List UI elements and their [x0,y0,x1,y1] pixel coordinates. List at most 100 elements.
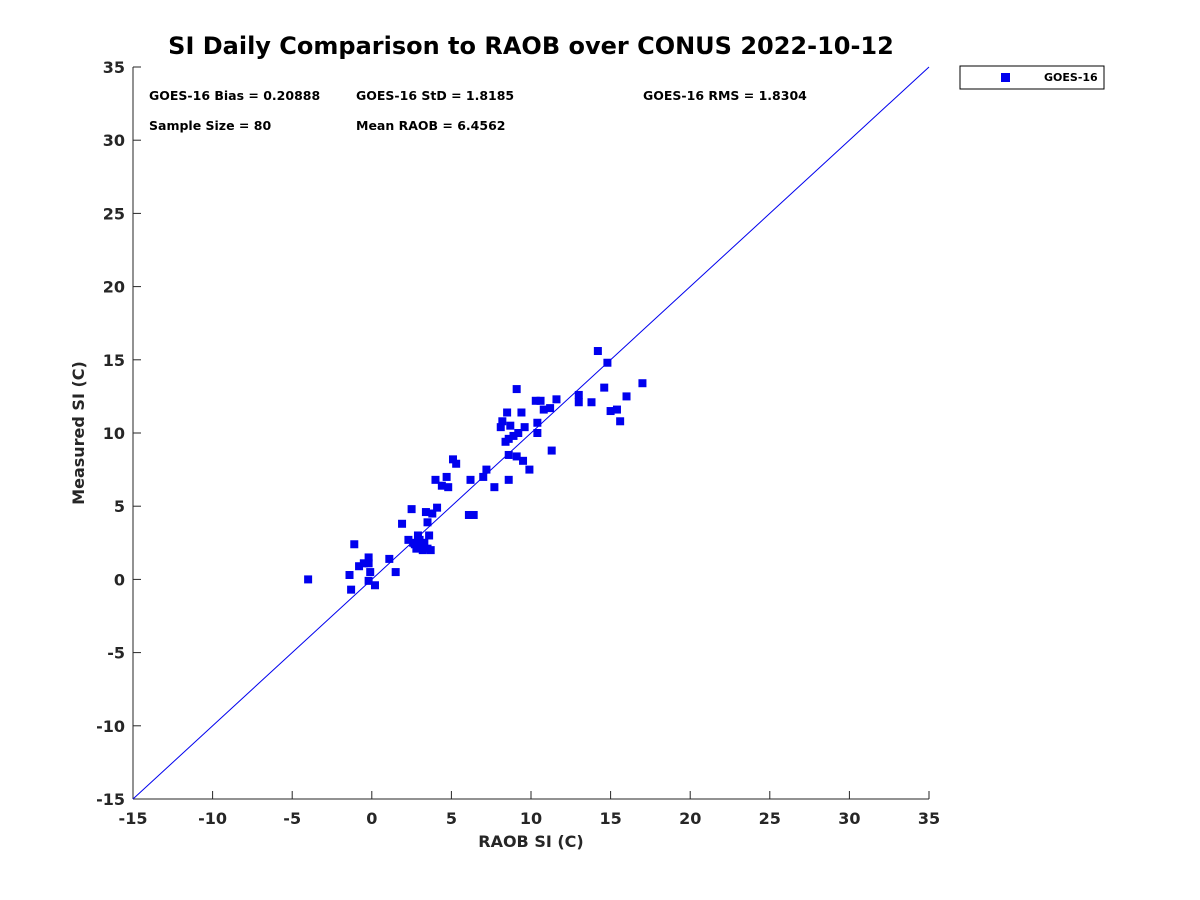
legend-entry-goes16: GOES-16 [1044,71,1098,84]
x-tick-label: 10 [520,809,542,828]
data-point [412,544,421,553]
data-point [355,562,364,571]
data-point [525,465,534,474]
data-point [536,396,545,405]
data-point [420,538,429,547]
data-point [442,472,451,481]
y-tick-label: 35 [103,58,125,77]
y-tick-label: -15 [96,790,125,809]
data-point [418,546,427,555]
x-tick-label: 15 [599,809,621,828]
data-point [466,475,475,484]
data-point [546,404,555,413]
x-tick-label: 25 [759,809,781,828]
data-point [506,421,515,430]
legend: GOES-16 [959,65,1105,90]
stats-annotations: GOES-16 Bias = 0.20888 GOES-16 StD = 1.8… [149,88,807,133]
x-axis-label: RAOB SI (C) [478,832,583,851]
data-point [547,446,556,455]
stat-sample-size: Sample Size = 80 [149,118,271,133]
data-point [398,519,407,528]
stat-bias: GOES-16 Bias = 0.20888 [149,88,320,103]
data-point [519,456,528,465]
y-tick-label: 5 [114,497,125,516]
data-point [606,407,615,416]
data-point [638,379,647,388]
data-point [444,483,453,492]
x-tick-label: 0 [366,809,377,828]
data-point [503,408,512,417]
data-point [431,475,440,484]
y-axis-label: Measured SI (C) [69,361,88,505]
data-point [496,423,505,432]
y-tick-label: 15 [103,351,125,370]
stat-rms: GOES-16 RMS = 1.8304 [643,88,807,103]
data-point [464,510,473,519]
data-point [600,383,609,392]
data-point [423,518,432,527]
data-point [421,508,430,517]
data-point [539,405,548,414]
data-point [469,510,478,519]
x-tick-label: -10 [198,809,227,828]
data-point [359,559,368,568]
legend-marker-square [1001,73,1010,82]
data-point [603,358,612,367]
data-point [622,392,631,401]
data-point [514,429,523,437]
data-point [509,431,518,440]
data-point [616,417,625,426]
y-tick-label: 20 [103,278,125,297]
data-point [437,481,446,490]
data-point [345,571,354,580]
data-point [504,475,513,484]
x-tick-label: -5 [283,809,301,828]
data-point [428,509,437,518]
data-point [517,408,526,417]
data-point [574,398,583,407]
data-point [426,546,435,555]
data-point [533,429,542,437]
legend-box [959,65,1105,90]
data-point [413,531,422,540]
reference-line-layer [132,66,930,800]
data-point [304,575,313,584]
data-point [531,396,540,405]
data-point [364,576,373,585]
data-point [364,559,373,568]
chart-title: SI Daily Comparison to RAOB over CONUS 2… [168,32,894,60]
data-point [415,535,424,544]
data-point [552,395,561,404]
data-points [304,347,647,594]
data-point [498,417,507,426]
data-point [391,568,400,577]
data-point [448,455,457,464]
data-point [587,398,596,407]
data-point [350,540,359,549]
data-point [504,434,513,443]
data-point [504,450,513,459]
data-point [482,465,491,474]
data-point [479,472,488,481]
data-point [366,568,375,577]
data-point [404,535,413,544]
y-tick-label: 30 [103,131,125,150]
data-point [433,503,442,512]
data-point [370,581,379,590]
data-point [533,418,542,427]
data-point [410,540,419,549]
data-point [612,405,621,414]
data-point [512,385,521,394]
x-tick-label: 20 [679,809,701,828]
y-tick-label: 25 [103,204,125,223]
data-point [490,483,499,492]
stat-mean-raob: Mean RAOB = 6.4562 [356,118,505,133]
data-point [407,505,416,514]
data-point [574,390,583,399]
x-tick-label: 30 [838,809,860,828]
axes: -15 -10 -5 0 5 10 15 20 25 30 35 -15 -10 -5 0 5 10 15 20 25… [96,58,940,828]
stat-std: GOES-16 StD = 1.8185 [356,88,514,103]
y-tick-label: 0 [114,570,125,589]
data-point [364,553,373,562]
x-tick-label: -15 [119,809,148,828]
